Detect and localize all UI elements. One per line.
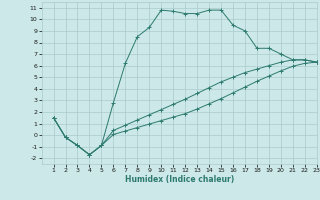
X-axis label: Humidex (Indice chaleur): Humidex (Indice chaleur)	[124, 175, 234, 184]
